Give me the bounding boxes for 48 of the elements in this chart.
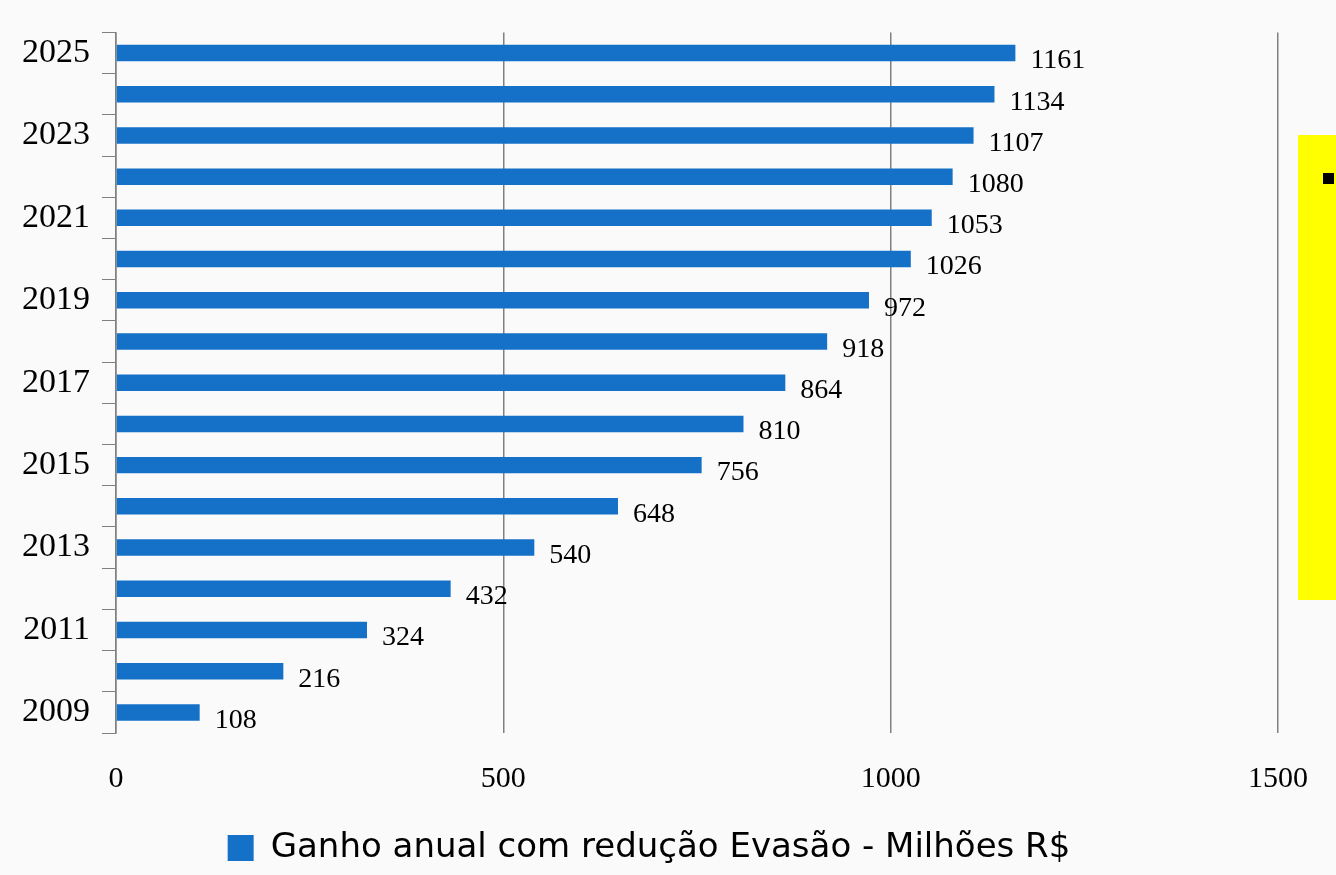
y-tick-label: 2013	[22, 526, 90, 564]
y-tick-label: 2009	[22, 691, 90, 729]
data-label: 1080	[967, 167, 1024, 198]
bar	[116, 292, 869, 309]
legend-label: Ganho anual com redução Evasão - Milhões R$	[270, 824, 1071, 865]
y-tick-label: 2017	[22, 361, 90, 399]
bar	[116, 621, 367, 639]
data-label: 972	[883, 290, 926, 322]
x-tick-label: 1500	[1248, 759, 1308, 793]
bar	[116, 44, 1016, 62]
data-label: 540	[549, 537, 592, 569]
data-label: 864	[800, 373, 843, 405]
data-label: 216	[298, 661, 341, 693]
bar	[116, 498, 618, 515]
y-tick-label: 2023	[22, 114, 90, 152]
data-label: 1134	[1009, 84, 1065, 116]
bar	[116, 662, 284, 680]
x-tick-label: 500	[480, 759, 526, 793]
bar	[116, 539, 535, 556]
bar	[116, 85, 995, 103]
bar	[116, 456, 702, 474]
data-label: 1107	[988, 125, 1044, 157]
data-label: 1161	[1030, 43, 1086, 75]
bar	[116, 374, 786, 391]
bar	[116, 209, 932, 227]
data-label: 432	[465, 579, 508, 611]
y-tick-label: 2015	[22, 444, 90, 482]
data-label: 648	[632, 496, 675, 528]
bar	[116, 580, 451, 597]
data-label: 1026	[925, 249, 982, 281]
bar	[116, 333, 828, 350]
data-label: 756	[716, 455, 759, 487]
data-label: 1053	[946, 208, 1003, 240]
bar	[116, 127, 974, 144]
data-label: 810	[758, 414, 801, 446]
y-tick-label: 2011	[23, 608, 90, 646]
data-label: 108	[214, 702, 257, 734]
data-label: 324	[381, 620, 424, 652]
bar	[116, 250, 911, 268]
y-tick-label: 2019	[22, 279, 90, 317]
x-tick-label: 1000	[860, 759, 921, 793]
bar	[116, 415, 744, 433]
y-tick-label: 2025	[22, 31, 90, 69]
y-tick-label: 2021	[22, 196, 90, 234]
data-label: 918	[842, 331, 885, 363]
bar	[116, 168, 953, 185]
bar	[116, 704, 200, 721]
x-tick-label: 0	[108, 759, 124, 793]
